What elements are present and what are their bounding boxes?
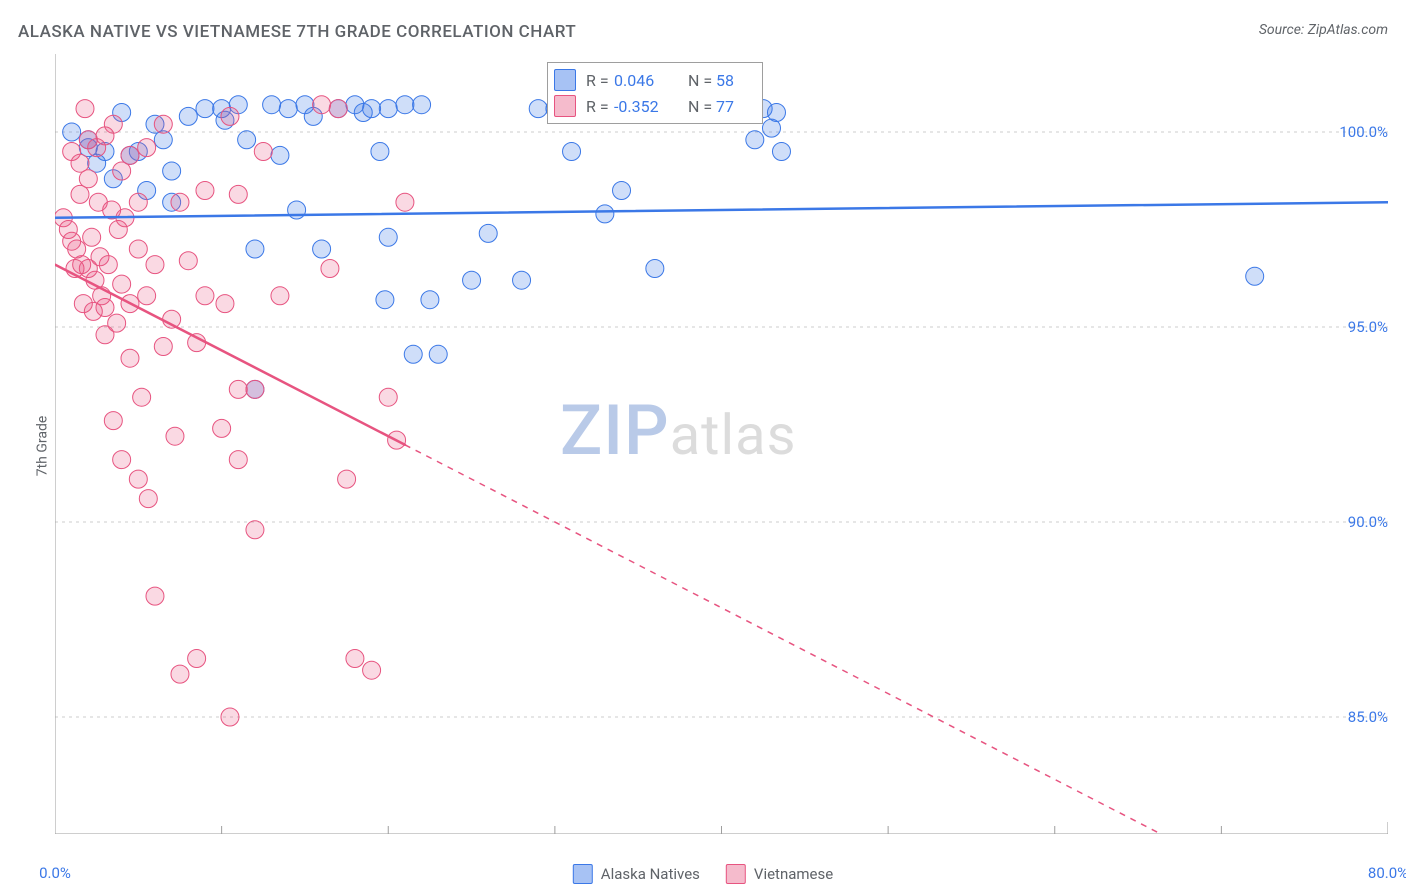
- y-tick-label: 100.0%: [1339, 123, 1388, 141]
- scatter-plot: [55, 54, 1388, 834]
- stat-r-label: R =: [582, 97, 612, 116]
- legend-swatch: [726, 864, 746, 884]
- y-tick-label: 85.0%: [1348, 708, 1388, 726]
- chart-title: ALASKA NATIVE VS VIETNAMESE 7TH GRADE CO…: [18, 22, 576, 42]
- series-swatch: [554, 69, 576, 91]
- legend-label: Alaska Natives: [601, 865, 700, 883]
- legend-swatch: [573, 864, 593, 884]
- stat-n-value: 77: [716, 97, 752, 116]
- legend-label: Vietnamese: [754, 865, 833, 883]
- series-swatch: [554, 95, 576, 117]
- stat-n-value: 58: [716, 71, 752, 90]
- y-tick-label: 90.0%: [1348, 513, 1388, 531]
- x-tick-label: 0.0%: [39, 864, 71, 882]
- legend-item: Vietnamese: [726, 864, 833, 884]
- stat-n-label: N =: [684, 71, 714, 90]
- source-label: Source: ZipAtlas.com: [1259, 22, 1388, 38]
- stats-row: R =-0.352N =77: [554, 93, 752, 119]
- x-tick-label: 80.0%: [1368, 864, 1406, 882]
- legend-bottom: Alaska Natives Vietnamese: [573, 864, 833, 884]
- stat-r-value: -0.352: [614, 97, 682, 116]
- y-tick-label: 95.0%: [1348, 318, 1388, 336]
- stat-r-value: 0.046: [614, 71, 682, 90]
- y-axis-label: 7th Grade: [34, 416, 50, 477]
- stats-row: R =0.046N =58: [554, 67, 752, 93]
- stat-n-label: N =: [684, 97, 714, 116]
- stat-r-label: R =: [582, 71, 612, 90]
- stats-legend-box: R =0.046N =58R =-0.352N =77: [547, 62, 763, 124]
- legend-item: Alaska Natives: [573, 864, 700, 884]
